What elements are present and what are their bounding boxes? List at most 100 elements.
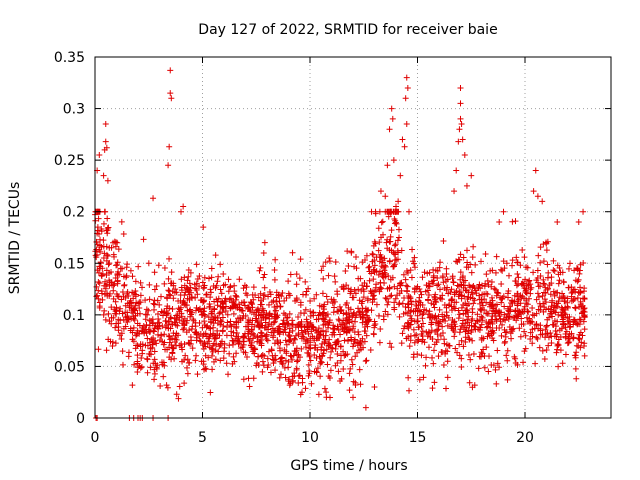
y-axis-label: SRMTID / TECUs: [7, 182, 23, 295]
data-point: [544, 322, 551, 329]
data-point: [247, 299, 254, 306]
data-point: [429, 335, 436, 342]
data-point: [502, 329, 509, 336]
data-point: [259, 351, 266, 358]
data-point: [142, 311, 149, 318]
data-point: [579, 302, 586, 309]
data-point: [165, 162, 172, 169]
data-point: [453, 258, 460, 265]
data-point: [404, 310, 411, 317]
data-point: [96, 304, 103, 311]
data-point: [375, 247, 382, 254]
data-point: [226, 296, 233, 303]
data-point: [571, 318, 578, 325]
data-point: [448, 303, 455, 310]
data-point: [329, 331, 336, 338]
data-point: [129, 289, 136, 296]
data-point: [559, 290, 566, 297]
data-point: [484, 277, 491, 284]
data-point: [377, 188, 384, 195]
data-point: [187, 269, 194, 276]
data-point: [227, 295, 234, 302]
data-point: [441, 302, 448, 309]
data-point: [92, 252, 99, 259]
data-point: [396, 234, 402, 241]
data-point: [468, 269, 475, 276]
data-point: [126, 304, 133, 311]
data-point: [334, 323, 341, 330]
data-point: [363, 332, 370, 339]
data-point: [139, 284, 146, 291]
data-point: [226, 342, 233, 349]
data-point: [523, 290, 530, 297]
data-point: [279, 290, 286, 297]
data-point: [357, 381, 364, 388]
data-point: [315, 335, 322, 342]
data-point: [365, 264, 372, 271]
data-point: [158, 293, 165, 300]
axis-ticks: [94, 56, 611, 419]
data-point: [201, 274, 208, 281]
data-point: [458, 304, 465, 311]
data-point: [495, 310, 502, 317]
data-point: [439, 323, 446, 330]
data-point: [470, 351, 477, 358]
data-point: [326, 317, 333, 324]
data-point: [317, 354, 324, 361]
data-point: [568, 293, 575, 300]
data-point: [216, 310, 223, 317]
data-point: [282, 311, 289, 318]
data-point: [146, 322, 153, 329]
data-point: [328, 296, 335, 303]
data-point: [220, 300, 227, 307]
data-point: [156, 319, 163, 326]
data-point: [440, 279, 447, 286]
data-point: [289, 249, 296, 256]
data-point: [154, 311, 161, 318]
data-point: [386, 340, 393, 347]
data-point: [307, 335, 314, 342]
data-point: [261, 352, 268, 359]
x-tick-label: 10: [301, 430, 319, 446]
data-point: [122, 302, 129, 309]
data-point: [483, 344, 490, 351]
data-point: [354, 342, 361, 349]
data-point: [140, 322, 147, 329]
data-point: [378, 285, 385, 292]
data-point: [117, 317, 124, 324]
data-point: [236, 276, 243, 283]
data-point: [406, 387, 413, 394]
data-point: [456, 341, 463, 348]
data-point: [189, 309, 196, 316]
data-point: [415, 336, 422, 343]
data-point: [327, 367, 334, 374]
data-point: [554, 303, 561, 310]
data-point: [316, 331, 323, 338]
data-point: [261, 324, 268, 331]
data-point: [325, 272, 332, 279]
data-point: [240, 376, 247, 383]
data-point: [464, 316, 471, 323]
data-point: [570, 334, 577, 341]
data-point: [344, 317, 351, 324]
data-point: [181, 282, 188, 289]
data-point: [437, 259, 444, 266]
data-point: [104, 215, 111, 222]
data-point: [329, 345, 336, 352]
data-point: [372, 320, 379, 327]
data-point: [378, 219, 385, 226]
data-point: [561, 306, 568, 313]
data-point: [201, 322, 208, 329]
data-point: [135, 300, 142, 307]
data-point: [397, 280, 404, 287]
data-point: [455, 138, 462, 145]
x-tick-label: 15: [409, 430, 427, 446]
data-point: [356, 311, 363, 318]
data-point: [134, 358, 141, 365]
data-point: [148, 318, 155, 325]
data-point: [110, 314, 117, 321]
data-point: [112, 324, 119, 331]
data-point: [291, 370, 298, 377]
data-point: [230, 353, 237, 360]
data-point: [164, 384, 171, 391]
